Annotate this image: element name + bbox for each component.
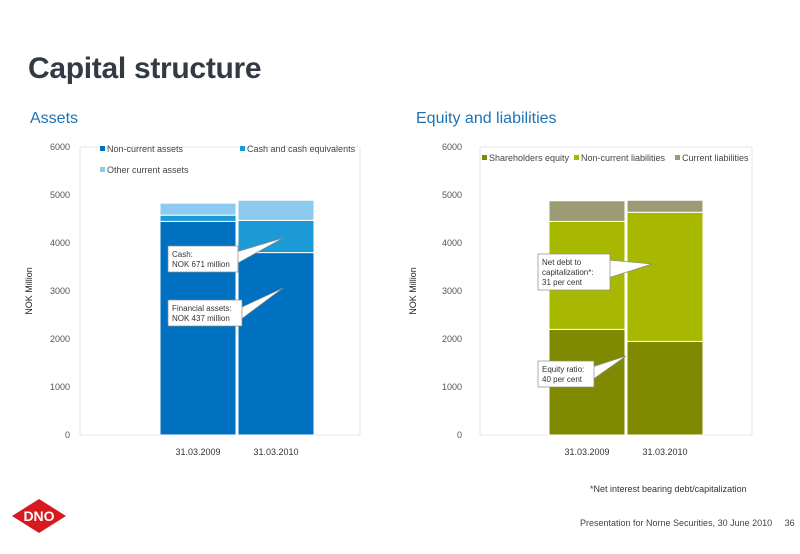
assets-chart-title: Assets bbox=[30, 110, 79, 127]
x-category-label: 31.03.2009 bbox=[564, 447, 609, 457]
legend-label: Other current assets bbox=[107, 165, 189, 175]
legend-label: Non-current assets bbox=[107, 144, 184, 154]
bar-segment bbox=[626, 199, 704, 213]
y-tick-label: 0 bbox=[65, 430, 70, 440]
page-number: 36 bbox=[784, 518, 795, 528]
annotation-text: capitalization*: bbox=[542, 268, 594, 277]
logo-diamond bbox=[12, 499, 66, 533]
y-tick-label: 5000 bbox=[442, 190, 462, 200]
legend-swatch bbox=[100, 146, 105, 151]
bar-segment bbox=[626, 340, 704, 436]
legend-label: Non-current liabilities bbox=[581, 153, 666, 163]
footer-text: Presentation for Norne Securities, 30 Ju… bbox=[580, 518, 773, 528]
equity-liabilities-chart: 0 1000 2000 3000 4000 5000 6000 NOK Million 31.0… bbox=[408, 142, 753, 457]
footer: Presentation for Norne Securities, 30 Ju… bbox=[580, 518, 795, 528]
legend-swatch bbox=[675, 155, 680, 160]
legend-label: Shareholders equity bbox=[489, 153, 570, 163]
assets-chart: 0 1000 2000 3000 4000 5000 6000 NOK Million 31.0… bbox=[24, 142, 361, 457]
annotation-box bbox=[537, 360, 595, 388]
annotation-text: NOK 437 million bbox=[172, 314, 230, 323]
y-axis-label: NOK Million bbox=[24, 267, 34, 315]
annotation-box bbox=[167, 245, 239, 273]
page-title: Capital structure bbox=[28, 52, 262, 85]
dno-logo: DNO bbox=[12, 499, 66, 533]
y-axis-label: NOK Million bbox=[408, 267, 418, 315]
x-category-label: 31.03.2010 bbox=[253, 447, 298, 457]
legend-swatch bbox=[100, 167, 105, 172]
x-category-label: 31.03.2009 bbox=[175, 447, 220, 457]
legend-label: Current liabilities bbox=[682, 153, 749, 163]
bar-segment bbox=[159, 202, 237, 216]
annotation-text: Net debt to bbox=[542, 258, 582, 267]
y-tick-label: 3000 bbox=[50, 286, 70, 296]
logo-text: DNO bbox=[23, 508, 54, 524]
y-tick-label: 2000 bbox=[442, 334, 462, 344]
y-tick-label: 2000 bbox=[50, 334, 70, 344]
x-category-label: 31.03.2010 bbox=[642, 447, 687, 457]
y-tick-label: 4000 bbox=[442, 238, 462, 248]
legend-swatch bbox=[240, 146, 245, 151]
bar-segment bbox=[159, 214, 237, 222]
y-tick-label: 5000 bbox=[50, 190, 70, 200]
y-tick-label: 1000 bbox=[50, 382, 70, 392]
y-tick-label: 1000 bbox=[442, 382, 462, 392]
annotation-text: NOK 671 million bbox=[172, 260, 230, 269]
annotation-text: 31 per cent bbox=[542, 278, 583, 287]
legend-swatch bbox=[574, 155, 579, 160]
y-tick-label: 0 bbox=[457, 430, 462, 440]
annotation-text: Equity ratio: bbox=[542, 365, 584, 374]
y-tick-label: 3000 bbox=[442, 286, 462, 296]
annotation-text: Financial assets: bbox=[172, 304, 232, 313]
bar-segment bbox=[237, 219, 315, 254]
y-tick-label: 4000 bbox=[50, 238, 70, 248]
bar-segment bbox=[237, 252, 315, 436]
legend-swatch bbox=[482, 155, 487, 160]
annotation-text: 40 per cent bbox=[542, 375, 583, 384]
legend-label: Cash and cash equivalents bbox=[247, 144, 356, 154]
bar-segment bbox=[237, 199, 315, 221]
bar-segment bbox=[548, 200, 626, 222]
footnote: *Net interest bearing debt/capitalizatio… bbox=[590, 484, 747, 494]
y-tick-label: 6000 bbox=[50, 142, 70, 152]
annotation-box bbox=[537, 253, 611, 291]
annotation-box bbox=[167, 299, 243, 327]
equity-chart-title: Equity and liabilities bbox=[416, 110, 557, 127]
annotation-text: Cash: bbox=[172, 250, 193, 259]
bar-segment bbox=[626, 211, 704, 342]
y-tick-label: 6000 bbox=[442, 142, 462, 152]
